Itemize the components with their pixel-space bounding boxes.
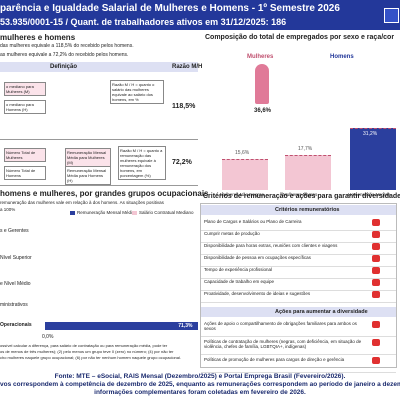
group-label: s e Gerentes xyxy=(0,228,29,234)
subtitle: remuneração das mulheres vale em relação… xyxy=(0,200,164,205)
row-definition: Razão M / H = quanto a remuneração das m… xyxy=(118,146,166,180)
header-subtitle: 53.935/0001-15 / Quant. de trabalhadores… xyxy=(0,17,287,27)
criteria-item: Disponibilidade para horas extras, reuni… xyxy=(204,243,338,248)
text-line: das mulheres equivale a 118,5% do recebi… xyxy=(0,43,134,49)
criteria-item: Cumprir metas de produção xyxy=(204,231,260,236)
criteria-header-text: Ações para aumentar a diversidade xyxy=(275,309,368,315)
text-line: as mulheres equivale a 72,2% do recebido… xyxy=(0,52,129,58)
criteria-icon xyxy=(372,339,380,346)
criteria-item: Ações de apoio o compartilhamento de obr… xyxy=(204,321,357,331)
criteria-icon xyxy=(372,231,380,238)
section-title: mulheres e homens xyxy=(0,33,76,42)
legend-label: Salário Contratual Mediano xyxy=(139,210,194,215)
row-divider xyxy=(201,254,396,255)
footnote: cho mulheres naquele grupo ocupacional; … xyxy=(0,355,182,360)
row-definition: Razão M / H = quanto o salário das mulhe… xyxy=(110,80,164,104)
occupation-bar-label: 71,3% xyxy=(178,323,193,329)
criteria-header-text: Critérios remuneratórios xyxy=(275,207,340,213)
row-divider xyxy=(201,230,396,231)
criteria-icon xyxy=(372,321,380,328)
row-label: Número Total de Mulheres xyxy=(4,148,46,162)
row-divider xyxy=(201,242,396,243)
category-label: Mulheres Não Negras xyxy=(220,192,264,197)
group-label: e Nível Médio xyxy=(0,281,31,287)
bar-label: 15,6% xyxy=(235,149,250,156)
criteria-icon xyxy=(372,267,380,274)
criteria-item: Proatividade, desenvolvimento de ideias … xyxy=(204,291,311,296)
row-value: 72,2% xyxy=(172,159,192,166)
row-divider xyxy=(201,336,396,337)
women-total: 36,6% xyxy=(254,108,272,114)
subtitle: a 100% xyxy=(0,207,16,212)
legend-swatch xyxy=(70,211,75,215)
row-divider xyxy=(201,278,396,279)
row-label: Remuneração Mensal Média para Mulheres (… xyxy=(65,148,111,167)
row-label: o mediano para Homens (H) xyxy=(4,100,46,114)
criteria-item: Políticas de contratação de mulheres (ne… xyxy=(204,339,362,349)
row-label: Número Total de Homens xyxy=(4,166,46,180)
bar-label: 31,2% xyxy=(363,130,378,137)
bar xyxy=(222,158,268,190)
criteria-icon xyxy=(372,279,380,286)
criteria-frame xyxy=(200,203,397,368)
criteria-icon xyxy=(372,219,380,226)
footer-line: vos correspondem à competência de dezemb… xyxy=(0,381,400,388)
group-label: Operacionais xyxy=(0,322,32,328)
column-header: Definição xyxy=(50,64,78,70)
row-divider xyxy=(201,372,396,373)
criteria-icon xyxy=(372,291,380,298)
criteria-header xyxy=(201,307,396,317)
criteria-item: Políticas de promoção de mulheres para c… xyxy=(204,357,345,362)
row-divider xyxy=(201,290,396,291)
footer-line: informações complementares foram coletad… xyxy=(94,389,306,396)
header-title: parência e Igualdade Salarial de Mulhere… xyxy=(0,3,340,14)
bar xyxy=(285,154,331,190)
group-label: ministrativos xyxy=(0,302,28,308)
header xyxy=(0,0,400,30)
category-label: Homens Não Negros xyxy=(348,192,391,197)
column-header: Razão M/H xyxy=(172,64,203,70)
bar-label: 17,7% xyxy=(298,145,313,152)
footer-line: Fonte: MTE – eSocial, RAIS Mensal (Dezem… xyxy=(54,373,346,380)
row-divider xyxy=(0,185,198,186)
criteria-item: Plano de Cargos e Salários ou Plano de C… xyxy=(204,219,302,224)
occupation-bar-2-label: 0,0% xyxy=(42,334,54,340)
criteria-icon xyxy=(372,357,380,364)
row-divider xyxy=(201,302,396,303)
row-divider xyxy=(201,266,396,267)
table-header xyxy=(0,62,198,72)
criteria-header xyxy=(201,205,396,215)
row-label: o mediano para Mulheres (M) xyxy=(4,82,46,96)
section-title: Composição do total de empregados por se… xyxy=(205,34,395,41)
category-label: Mulheres Negras xyxy=(283,192,318,197)
criteria-item: Capacidade de trabalho em equipe xyxy=(204,279,275,284)
women-icon xyxy=(255,64,269,104)
criteria-item: Tempo de experiência profissional xyxy=(204,267,273,272)
logo xyxy=(384,8,399,23)
criteria-icon xyxy=(372,255,380,262)
footnote: os de menos de três mulheres); (2) pelo … xyxy=(0,349,174,354)
criteria-icon xyxy=(372,243,380,250)
row-divider xyxy=(201,354,396,355)
legend-label: Remuneração Mensal Média xyxy=(77,210,135,215)
men-label: Homens xyxy=(330,54,354,60)
section-title: homens e mulheres, por grandes grupos oc… xyxy=(0,189,209,198)
footnote: ossível calcular a diferença, para salár… xyxy=(0,343,168,348)
row-label: Remuneração Mensal Média para Homens (H) xyxy=(65,166,111,185)
occupation-bar xyxy=(45,322,199,330)
section-title: Critérios de remuneração e ações para ga… xyxy=(203,193,400,200)
bar xyxy=(350,127,396,190)
group-label: Nível Superior xyxy=(0,255,32,261)
row-divider xyxy=(0,139,198,140)
legend-swatch xyxy=(132,211,137,215)
criteria-item: Disponibilidade de pessoa em ocupações e… xyxy=(204,255,311,260)
women-label: Mulheres xyxy=(247,54,274,60)
row-value: 118,5% xyxy=(172,103,196,110)
